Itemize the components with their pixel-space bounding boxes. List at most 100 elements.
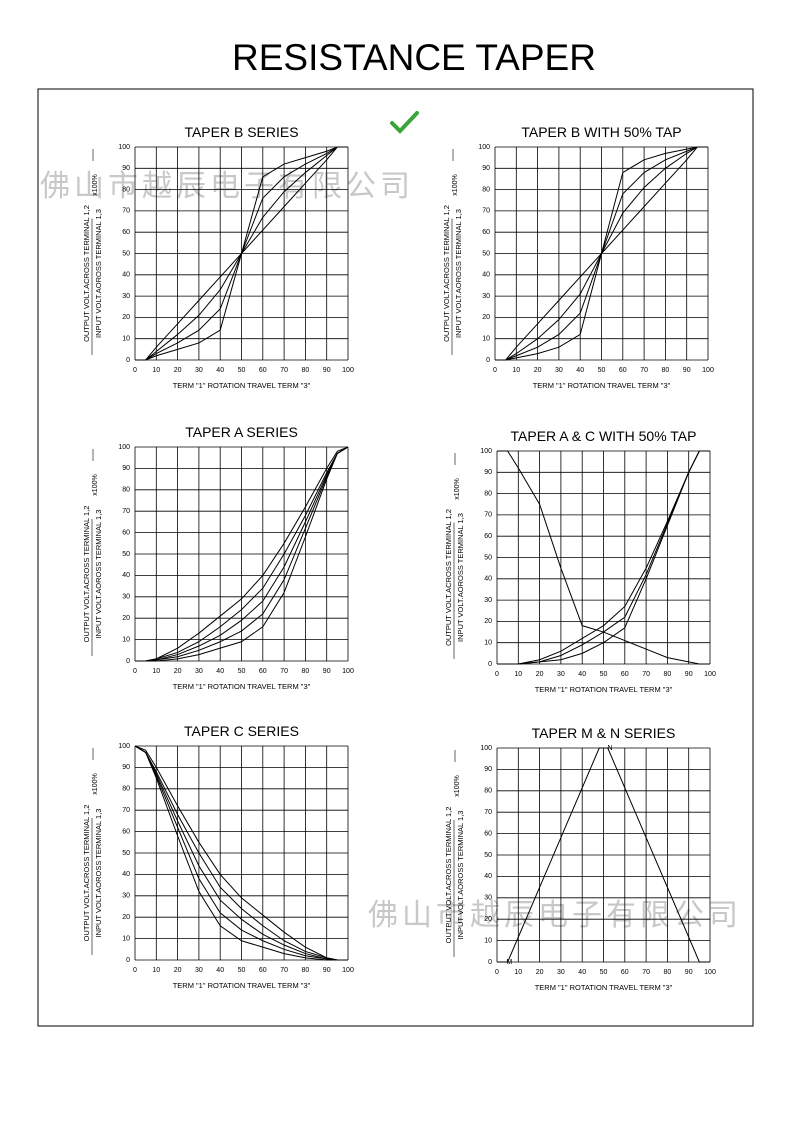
y-tick-label: 10 — [122, 636, 130, 643]
y-tick-label: 90 — [122, 165, 130, 172]
curve — [599, 747, 710, 963]
y-tick-label: 20 — [122, 314, 130, 321]
curve — [135, 446, 349, 662]
x-tick-label: 70 — [280, 668, 288, 675]
x-tick-label: 80 — [302, 967, 310, 974]
chart-title: TAPER B WITH 50% TAP — [521, 124, 681, 140]
y-tick-label: 60 — [484, 830, 492, 837]
y-tick-label: 0 — [488, 661, 492, 668]
x-axis-label: TERM "1" ROTATION TRAVEL TERM "3" — [535, 983, 673, 992]
curve — [134, 745, 348, 961]
y-axis-label: INPUT VOLT.AOROSS TERMINAL 1,3 — [94, 510, 103, 639]
x-tick-label: 40 — [578, 671, 586, 678]
x-tick-label: 90 — [323, 367, 331, 374]
x-tick-label: 0 — [133, 967, 137, 974]
x-tick-label: 40 — [578, 969, 586, 976]
x-tick-label: 100 — [342, 367, 354, 374]
x-tick-label: 60 — [259, 967, 267, 974]
chart-title: TAPER M & N SERIES — [532, 725, 676, 741]
y-tick-label: 30 — [484, 597, 492, 604]
y-tick-label: 20 — [122, 615, 130, 622]
chart-title: TAPER B SERIES — [184, 124, 298, 140]
x-tick-label: 30 — [195, 367, 203, 374]
chart: TAPER A SERIES 0 10 20 30 40 50 60 70 80 90 100 0 10 2… — [82, 424, 354, 691]
y-axis-label: OUTPUT VOLT.ACROSS TERMINAL 1,2 — [82, 805, 91, 942]
y-tick-label: 100 — [118, 444, 130, 451]
x-tick-label: 10 — [152, 668, 160, 675]
y-tick-label: 0 — [486, 357, 490, 364]
x-tick-label: 30 — [557, 969, 565, 976]
x-tick-label: 70 — [640, 367, 648, 374]
y-tick-label: 100 — [480, 745, 492, 752]
y-tick-label: 30 — [122, 893, 130, 900]
x-tick-label: 80 — [664, 671, 672, 678]
x-axis-label: TERM "1" ROTATION TRAVEL TERM "3" — [173, 381, 311, 390]
x-tick-label: 30 — [195, 967, 203, 974]
y-tick-label: 100 — [118, 743, 130, 750]
frame — [37, 88, 754, 1027]
y-tick-label: 30 — [482, 293, 490, 300]
y-tick-label: 10 — [482, 336, 490, 343]
y-tick-label: 0 — [126, 957, 130, 964]
curve — [497, 450, 710, 665]
y-tick-label: 70 — [484, 512, 492, 519]
y-tick-label: 80 — [484, 490, 492, 497]
x-tick-label: 20 — [174, 668, 182, 675]
x-tick-label: 30 — [557, 671, 565, 678]
y-tick-label: 50 — [122, 850, 130, 857]
y-tick-label: 50 — [482, 250, 490, 257]
x-tick-label: 0 — [133, 668, 137, 675]
y-tick-label: 40 — [122, 272, 130, 279]
chart-title: TAPER A & C WITH 50% TAP — [511, 428, 697, 444]
chart: TAPER A & C WITH 50% TAP 0 10 20 30 40 50 60 70 8… — [444, 428, 716, 694]
y-tick-label: 30 — [484, 895, 492, 902]
x-axis-label: TERM "1" ROTATION TRAVEL TERM "3" — [533, 381, 671, 390]
chart: TAPER C SERIES 0 10 20 30 40 50 60 70 80 90 100 0 10 2… — [82, 723, 354, 990]
x-tick-label: 20 — [174, 367, 182, 374]
page-title: RESISTANCE TAPER — [232, 37, 596, 78]
y-tick-label: 70 — [122, 208, 130, 215]
x-tick-label: 70 — [280, 967, 288, 974]
y-tick-label: 100 — [480, 448, 492, 455]
y-tick-label: 80 — [122, 487, 130, 494]
y-tick-label: 0 — [126, 658, 130, 665]
check-icon — [390, 111, 419, 134]
y-tick-label: 10 — [484, 640, 492, 647]
x-tick-label: 80 — [302, 668, 310, 675]
curve — [495, 146, 708, 361]
y-axis-label: OUTPUT VOLT.ACROSS TERMINAL 1,2 — [444, 509, 453, 646]
chart: TAPER B WITH 50% TAP 0 10 20 30 40 50 60 70 80 90 1… — [442, 124, 714, 390]
y-tick-label: 80 — [122, 786, 130, 793]
y-tick-label: 90 — [122, 764, 130, 771]
x-tick-label: 10 — [514, 671, 522, 678]
y-tick-label: 90 — [122, 465, 130, 472]
y-axis-label: OUTPUT VOLT.ACROSS TERMINAL 1,2 — [82, 205, 91, 342]
y-axis-label: OUTPUT VOLT.ACROSS TERMINAL 1,2 — [444, 807, 453, 944]
curve — [134, 745, 348, 961]
x-tick-label: 100 — [342, 967, 354, 974]
x-tick-label: 50 — [598, 367, 606, 374]
curve-label: M — [506, 959, 512, 966]
x-tick-label: 10 — [152, 367, 160, 374]
y-tick-label: 60 — [122, 828, 130, 835]
y-axis-label: OUTPUT VOLT.ACROSS TERMINAL 1,2 — [442, 205, 451, 342]
x-tick-label: 70 — [642, 671, 650, 678]
x-tick-label: 80 — [664, 969, 672, 976]
x-tick-label: 0 — [133, 367, 137, 374]
y-tick-label: 10 — [484, 937, 492, 944]
x-tick-label: 90 — [323, 668, 331, 675]
y-tick-label: 40 — [484, 873, 492, 880]
x-tick-label: 40 — [216, 668, 224, 675]
curve — [135, 446, 349, 662]
chart: TAPER M & N SERIES0102030405060708090100… — [444, 725, 716, 992]
y-tick-label: 60 — [484, 533, 492, 540]
x-tick-label: 30 — [555, 367, 563, 374]
y-tick-label: 10 — [122, 935, 130, 942]
x-tick-label: 40 — [576, 367, 584, 374]
x-tick-label: 50 — [238, 367, 246, 374]
y-tick-label: 20 — [484, 618, 492, 625]
x-tick-label: 20 — [536, 671, 544, 678]
y-tick-label: 90 — [482, 165, 490, 172]
x-tick-label: 60 — [619, 367, 627, 374]
